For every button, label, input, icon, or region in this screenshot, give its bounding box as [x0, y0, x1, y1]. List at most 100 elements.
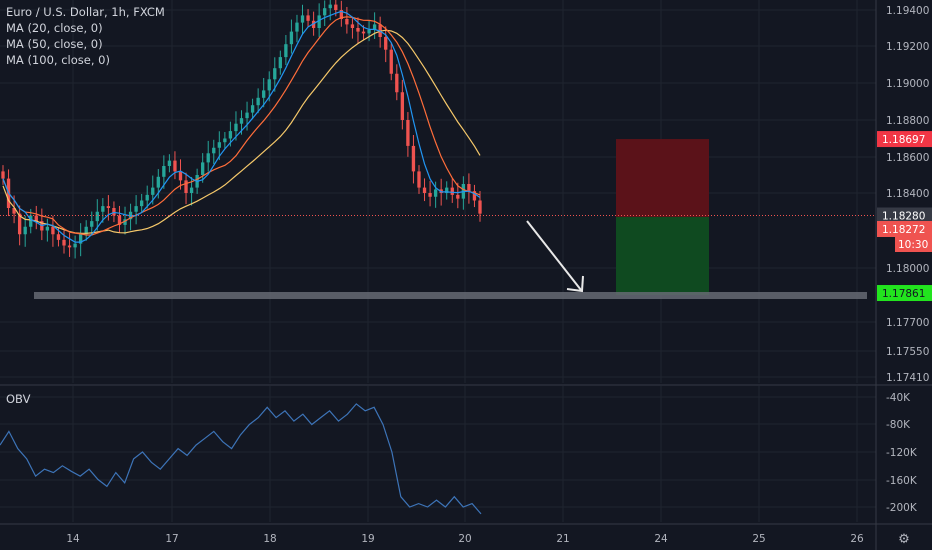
ma100-legend[interactable]: MA (100, close, 0)	[6, 53, 110, 67]
candle-body	[300, 15, 305, 23]
candle-body	[178, 171, 183, 181]
time-tick-label: 24	[654, 533, 668, 545]
candle-body	[67, 245, 72, 248]
candle-body	[156, 176, 160, 188]
candle-body	[372, 24, 377, 30]
candle-body	[450, 187, 454, 195]
candle-body	[12, 208, 16, 214]
support-zone[interactable]	[34, 292, 867, 299]
candle-body	[262, 90, 266, 98]
price-tick-label: 1.17410	[886, 372, 929, 384]
obv-legend[interactable]: OBV	[6, 392, 31, 406]
candle-body	[78, 234, 83, 244]
take-profit-zone[interactable]	[616, 217, 709, 295]
arrow-head	[566, 275, 584, 293]
gear-icon[interactable]: ⚙	[898, 532, 910, 547]
candle-body	[273, 68, 277, 80]
candle-body	[184, 180, 188, 193]
candle-body	[95, 211, 99, 222]
candle-body	[101, 206, 105, 212]
candle-body	[445, 187, 449, 193]
candle-body	[417, 171, 421, 188]
candle-body	[345, 19, 349, 25]
candle-body	[34, 215, 38, 222]
candle-body	[400, 92, 405, 120]
ma20-line[interactable]	[2, 10, 481, 243]
candle-body	[117, 215, 122, 225]
candle-body	[356, 28, 360, 32]
candle-body	[151, 187, 155, 195]
candle-body	[428, 193, 432, 197]
obv-tick-label: -160K	[886, 475, 918, 487]
last-price-tag: 1.18280	[882, 211, 925, 223]
candle-body	[389, 49, 393, 74]
time-tick-label: 19	[361, 533, 374, 545]
obv-tick-label: -200K	[886, 502, 918, 514]
time-tick-label: 17	[165, 533, 178, 545]
candle-body	[228, 131, 233, 139]
candle-body	[334, 4, 338, 10]
candle-body	[62, 239, 66, 246]
time-tick-label: 14	[66, 533, 80, 545]
candle-body	[51, 226, 55, 235]
obv-tick-label: -80K	[886, 419, 911, 431]
candle-body	[367, 29, 371, 34]
arrow-line[interactable]	[526, 220, 582, 291]
candle-body	[84, 226, 88, 235]
ma100-line[interactable]	[2, 29, 481, 234]
candle-body	[317, 15, 321, 28]
price-tick-label: 1.19400	[886, 5, 929, 17]
stop-loss-zone[interactable]	[616, 139, 709, 217]
time-tick-label: 25	[752, 533, 765, 545]
price-tick-label: 1.18000	[886, 263, 929, 275]
candle-body	[278, 57, 282, 69]
ma50-legend[interactable]: MA (50, close, 0)	[6, 37, 103, 51]
candle-body	[406, 120, 410, 146]
candle-body	[212, 147, 216, 154]
candle-body	[289, 31, 294, 45]
candle-body	[173, 160, 177, 172]
candle-body	[73, 243, 77, 248]
bar-countdown: 10:30	[898, 239, 928, 251]
candle-body	[256, 97, 260, 106]
ma50-line[interactable]	[2, 16, 481, 236]
time-tick-label: 26	[850, 533, 864, 545]
candle-body	[17, 213, 22, 235]
candle-body	[456, 194, 460, 199]
price-tick-label: 1.18600	[886, 152, 929, 164]
candle-body	[234, 123, 238, 132]
candle-body	[472, 191, 477, 201]
candle-body	[45, 226, 50, 231]
candle-body	[112, 208, 116, 216]
ma20-legend[interactable]: MA (20, close, 0)	[6, 21, 103, 35]
candle-body	[56, 234, 61, 240]
price-tick-label: 1.18800	[886, 115, 929, 127]
candle-body	[245, 112, 249, 119]
candle-body	[395, 73, 399, 93]
candle-body	[139, 200, 144, 207]
candle-body	[323, 8, 327, 16]
candle-body	[106, 206, 111, 208]
candle-body	[284, 44, 288, 58]
candle-body	[145, 194, 149, 201]
price-tick-label: 1.19000	[886, 78, 929, 90]
time-tick-label: 20	[458, 533, 471, 545]
entry-tag-bg	[877, 221, 932, 237]
candle-body	[167, 160, 172, 166]
candle-body	[162, 166, 166, 177]
price-tick-label: 1.17550	[886, 346, 929, 358]
target-tag: 1.17861	[882, 288, 925, 300]
obv-line[interactable]	[0, 403, 482, 515]
obv-tick-label: -120K	[886, 447, 918, 459]
candle-body	[384, 37, 388, 50]
countdown-bg	[895, 237, 932, 252]
candle-body	[267, 79, 271, 91]
candle-body	[361, 31, 366, 34]
stop-loss-tag-bg	[877, 131, 932, 148]
price-tick-label: 1.18400	[886, 188, 929, 200]
candle-body	[90, 221, 94, 227]
symbol-title[interactable]: Euro / U.S. Dollar, 1h, FXCM	[6, 5, 165, 19]
candle-body	[350, 24, 355, 28]
